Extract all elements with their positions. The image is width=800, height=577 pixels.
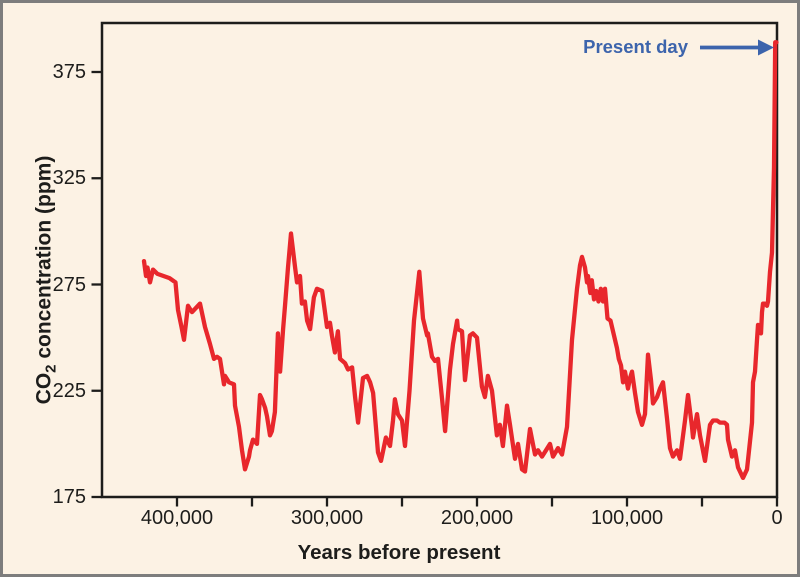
y-tick-label: 225 [52, 379, 86, 402]
co2-curve [141, 40, 779, 481]
x-tick-label: 400,000 [140, 507, 214, 529]
y-tick-label: 275 [52, 273, 86, 296]
y-tick-label: 175 [52, 486, 86, 508]
present-day-label: Present day [583, 36, 688, 57]
x-tick-label: 200,000 [440, 507, 514, 529]
x-axis-title: Years before present [297, 541, 501, 564]
y-axis-title-subscript: 2 [42, 364, 60, 373]
y-tick-label: 325 [52, 167, 86, 190]
present-day-arrow-head [758, 39, 774, 56]
x-tick-label: 0 [771, 507, 783, 529]
x-tick-label: 100,000 [590, 507, 664, 529]
y-tick-label: 375 [52, 61, 86, 83]
x-tick-label: 300,000 [290, 507, 364, 529]
plot-frame [100, 21, 779, 499]
